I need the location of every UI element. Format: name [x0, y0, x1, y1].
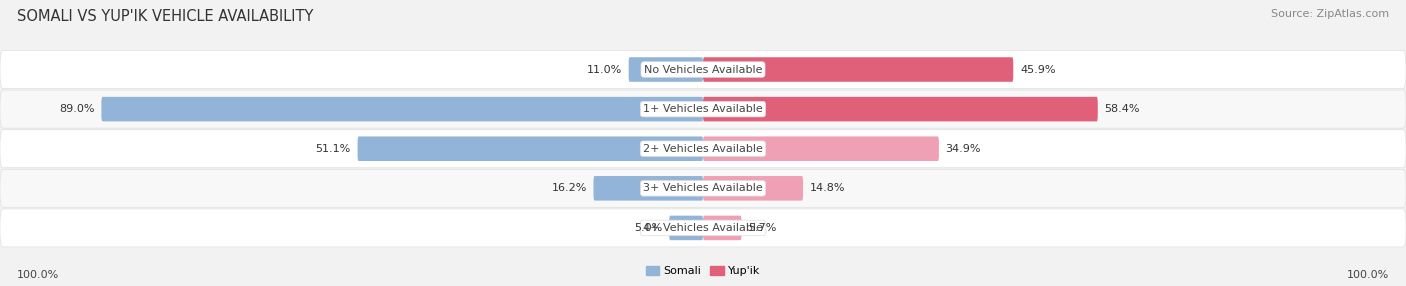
FancyBboxPatch shape	[628, 57, 703, 82]
FancyBboxPatch shape	[703, 176, 803, 200]
FancyBboxPatch shape	[669, 216, 703, 240]
FancyBboxPatch shape	[703, 216, 741, 240]
FancyBboxPatch shape	[0, 169, 1406, 207]
FancyBboxPatch shape	[101, 97, 703, 121]
Text: 14.8%: 14.8%	[810, 183, 845, 193]
Text: 3+ Vehicles Available: 3+ Vehicles Available	[643, 183, 763, 193]
Text: Source: ZipAtlas.com: Source: ZipAtlas.com	[1271, 9, 1389, 19]
FancyBboxPatch shape	[0, 51, 1406, 89]
FancyBboxPatch shape	[703, 57, 1014, 82]
Legend: Somali, Yup'ik: Somali, Yup'ik	[641, 261, 765, 281]
Text: 45.9%: 45.9%	[1019, 65, 1056, 75]
FancyBboxPatch shape	[703, 136, 939, 161]
Text: No Vehicles Available: No Vehicles Available	[644, 65, 762, 75]
Text: SOMALI VS YUP'IK VEHICLE AVAILABILITY: SOMALI VS YUP'IK VEHICLE AVAILABILITY	[17, 9, 314, 23]
FancyBboxPatch shape	[0, 209, 1406, 247]
FancyBboxPatch shape	[0, 130, 1406, 168]
Text: 89.0%: 89.0%	[59, 104, 94, 114]
Text: 16.2%: 16.2%	[551, 183, 586, 193]
Text: 1+ Vehicles Available: 1+ Vehicles Available	[643, 104, 763, 114]
FancyBboxPatch shape	[703, 97, 1098, 121]
Text: 2+ Vehicles Available: 2+ Vehicles Available	[643, 144, 763, 154]
Text: 58.4%: 58.4%	[1105, 104, 1140, 114]
FancyBboxPatch shape	[593, 176, 703, 200]
Text: 11.0%: 11.0%	[586, 65, 621, 75]
Text: 5.7%: 5.7%	[748, 223, 776, 233]
Text: 100.0%: 100.0%	[1347, 270, 1389, 280]
Text: 4+ Vehicles Available: 4+ Vehicles Available	[643, 223, 763, 233]
FancyBboxPatch shape	[357, 136, 703, 161]
Text: 34.9%: 34.9%	[946, 144, 981, 154]
Text: 100.0%: 100.0%	[17, 270, 59, 280]
Text: 51.1%: 51.1%	[315, 144, 352, 154]
Text: 5.0%: 5.0%	[634, 223, 662, 233]
FancyBboxPatch shape	[0, 90, 1406, 128]
